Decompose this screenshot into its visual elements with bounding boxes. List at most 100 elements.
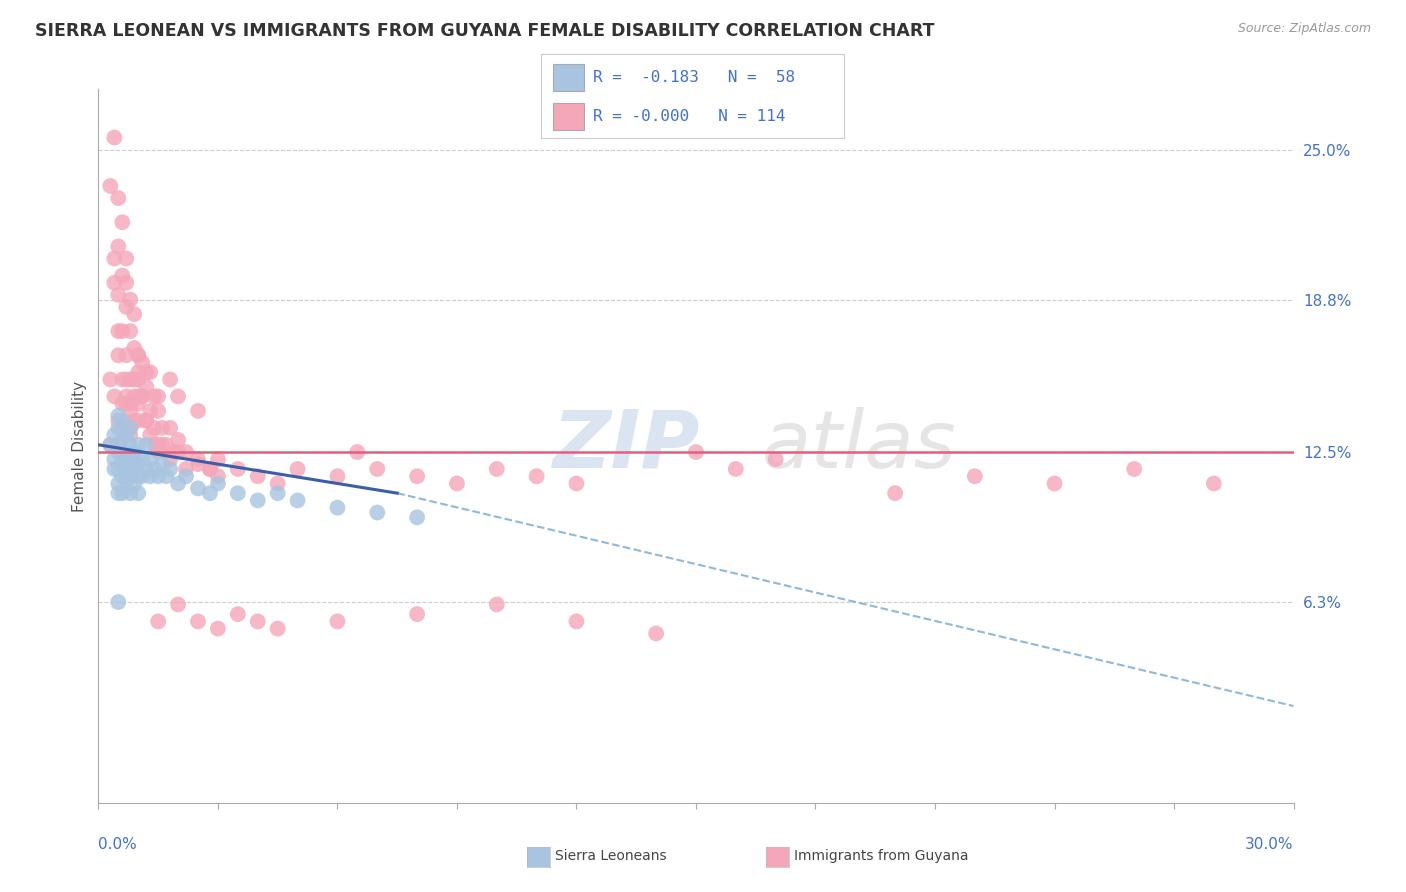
- Point: [111, 414, 134, 428]
- Point: [148, 404, 170, 418]
- Point: [124, 445, 146, 459]
- Point: [148, 389, 170, 403]
- Point: [246, 493, 269, 508]
- Point: [167, 433, 190, 447]
- Point: [100, 178, 122, 193]
- Point: [159, 421, 181, 435]
- Point: [446, 476, 468, 491]
- Point: [326, 500, 349, 515]
- Point: [115, 276, 138, 290]
- Point: [107, 445, 129, 459]
- Point: [150, 457, 173, 471]
- Point: [120, 421, 142, 435]
- Point: [131, 389, 153, 403]
- Point: [124, 372, 146, 386]
- Point: [267, 476, 290, 491]
- Point: [131, 452, 153, 467]
- Point: [115, 469, 138, 483]
- Point: [150, 438, 173, 452]
- Point: [120, 469, 142, 483]
- Point: [107, 324, 129, 338]
- Text: Immigrants from Guyana: Immigrants from Guyana: [794, 849, 969, 863]
- Point: [148, 438, 170, 452]
- Point: [131, 389, 153, 403]
- Point: [124, 476, 146, 491]
- Point: [159, 462, 181, 476]
- Y-axis label: Female Disability: Female Disability: [72, 380, 87, 512]
- Point: [111, 433, 134, 447]
- Point: [120, 397, 142, 411]
- Point: [100, 372, 122, 386]
- FancyBboxPatch shape: [554, 63, 583, 91]
- Point: [143, 421, 166, 435]
- Point: [135, 414, 157, 428]
- Point: [246, 615, 269, 629]
- Point: [124, 307, 146, 321]
- Point: [187, 457, 209, 471]
- Text: 0.0%: 0.0%: [98, 837, 138, 852]
- Point: [107, 409, 129, 423]
- Point: [120, 486, 142, 500]
- Point: [174, 469, 197, 483]
- Point: [485, 598, 508, 612]
- Point: [143, 438, 166, 452]
- Point: [124, 462, 146, 476]
- Point: [111, 268, 134, 283]
- Point: [120, 428, 142, 442]
- Point: [139, 404, 162, 418]
- Point: [267, 486, 290, 500]
- Point: [406, 607, 429, 621]
- Point: [187, 404, 209, 418]
- Point: [111, 469, 134, 483]
- Point: [127, 348, 149, 362]
- Point: [174, 462, 197, 476]
- Point: [127, 348, 149, 362]
- Point: [135, 414, 157, 428]
- Point: [120, 421, 142, 435]
- Text: atlas: atlas: [762, 407, 956, 485]
- Point: [135, 462, 157, 476]
- Point: [1202, 476, 1225, 491]
- Point: [103, 452, 125, 467]
- Point: [226, 486, 249, 500]
- Point: [406, 510, 429, 524]
- Point: [143, 389, 166, 403]
- Point: [100, 438, 122, 452]
- FancyBboxPatch shape: [554, 103, 583, 130]
- Point: [963, 469, 986, 483]
- Point: [120, 438, 142, 452]
- Point: [159, 452, 181, 467]
- Point: [148, 445, 170, 459]
- Point: [107, 476, 129, 491]
- Point: [565, 476, 588, 491]
- Point: [111, 215, 134, 229]
- Point: [167, 389, 190, 403]
- Point: [107, 414, 129, 428]
- Text: ZIP: ZIP: [553, 407, 700, 485]
- Point: [120, 293, 142, 307]
- Point: [143, 462, 166, 476]
- Point: [131, 469, 153, 483]
- Point: [198, 486, 221, 500]
- Point: [246, 469, 269, 483]
- Point: [167, 476, 190, 491]
- Point: [131, 355, 153, 369]
- Point: [107, 595, 129, 609]
- Point: [207, 469, 229, 483]
- Point: [1123, 462, 1146, 476]
- Point: [127, 486, 149, 500]
- Point: [124, 452, 146, 467]
- Point: [127, 372, 149, 386]
- Point: [366, 506, 388, 520]
- Point: [1043, 476, 1066, 491]
- Point: [267, 622, 290, 636]
- Point: [187, 452, 209, 467]
- Point: [103, 276, 125, 290]
- Point: [115, 445, 138, 459]
- Point: [127, 469, 149, 483]
- Point: [148, 615, 170, 629]
- Point: [107, 486, 129, 500]
- Point: [485, 462, 508, 476]
- Point: [406, 469, 429, 483]
- Point: [685, 445, 707, 459]
